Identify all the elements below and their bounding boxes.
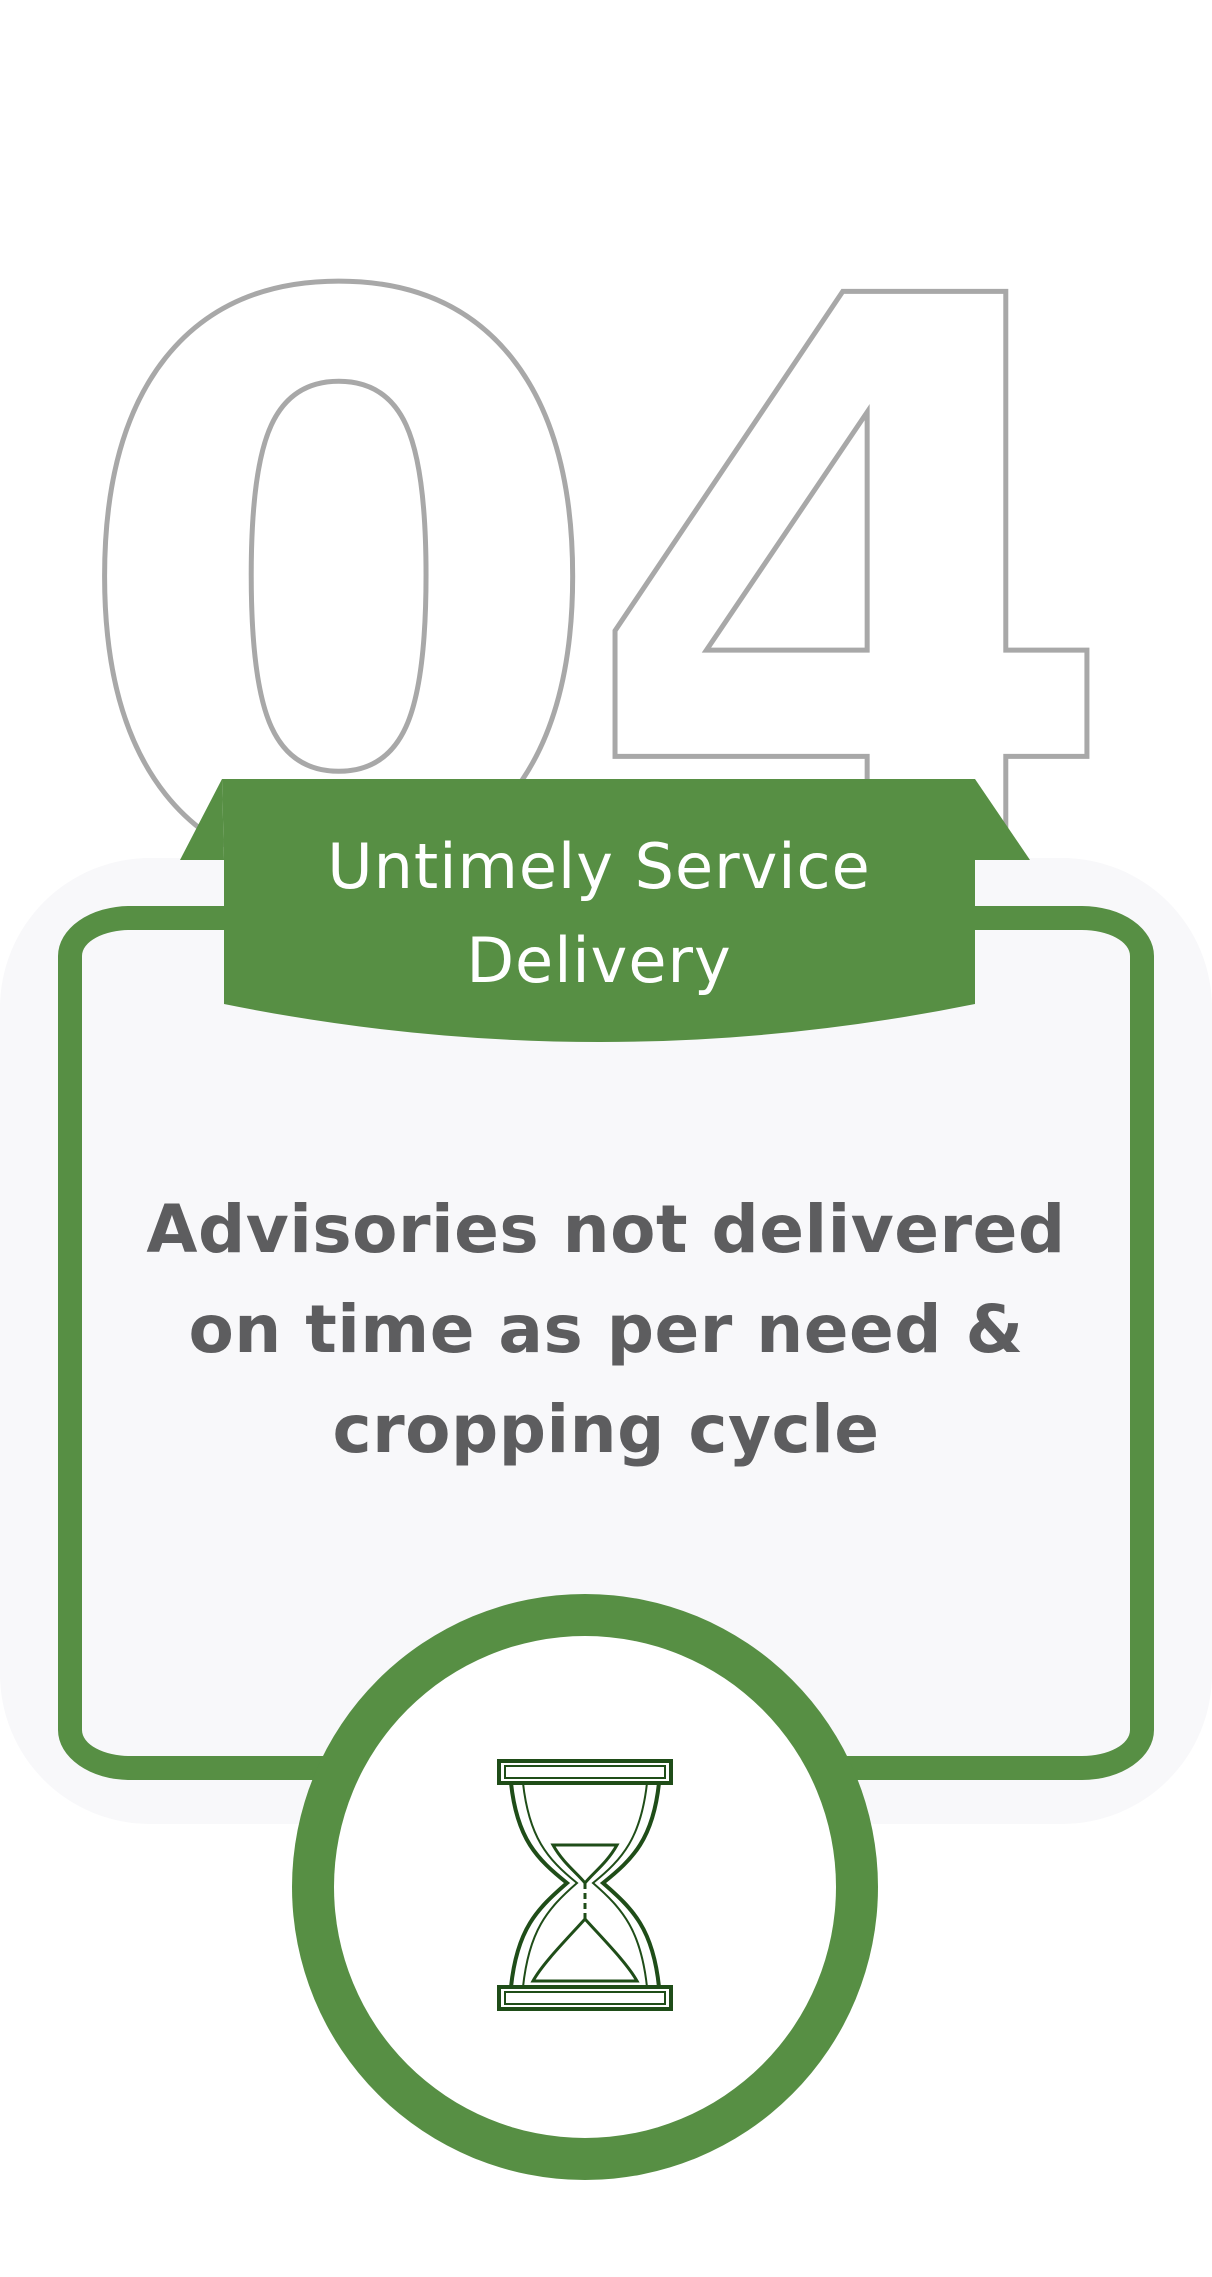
icon-badge-inner <box>334 1636 836 2138</box>
card-title: Untimely Service Delivery <box>327 830 871 997</box>
hourglass-icon <box>497 1759 673 2011</box>
icon-badge <box>292 1594 878 2180</box>
title-banner <box>180 779 1030 1042</box>
card-description: Advisories not delivered on time as per … <box>146 1191 1066 1468</box>
